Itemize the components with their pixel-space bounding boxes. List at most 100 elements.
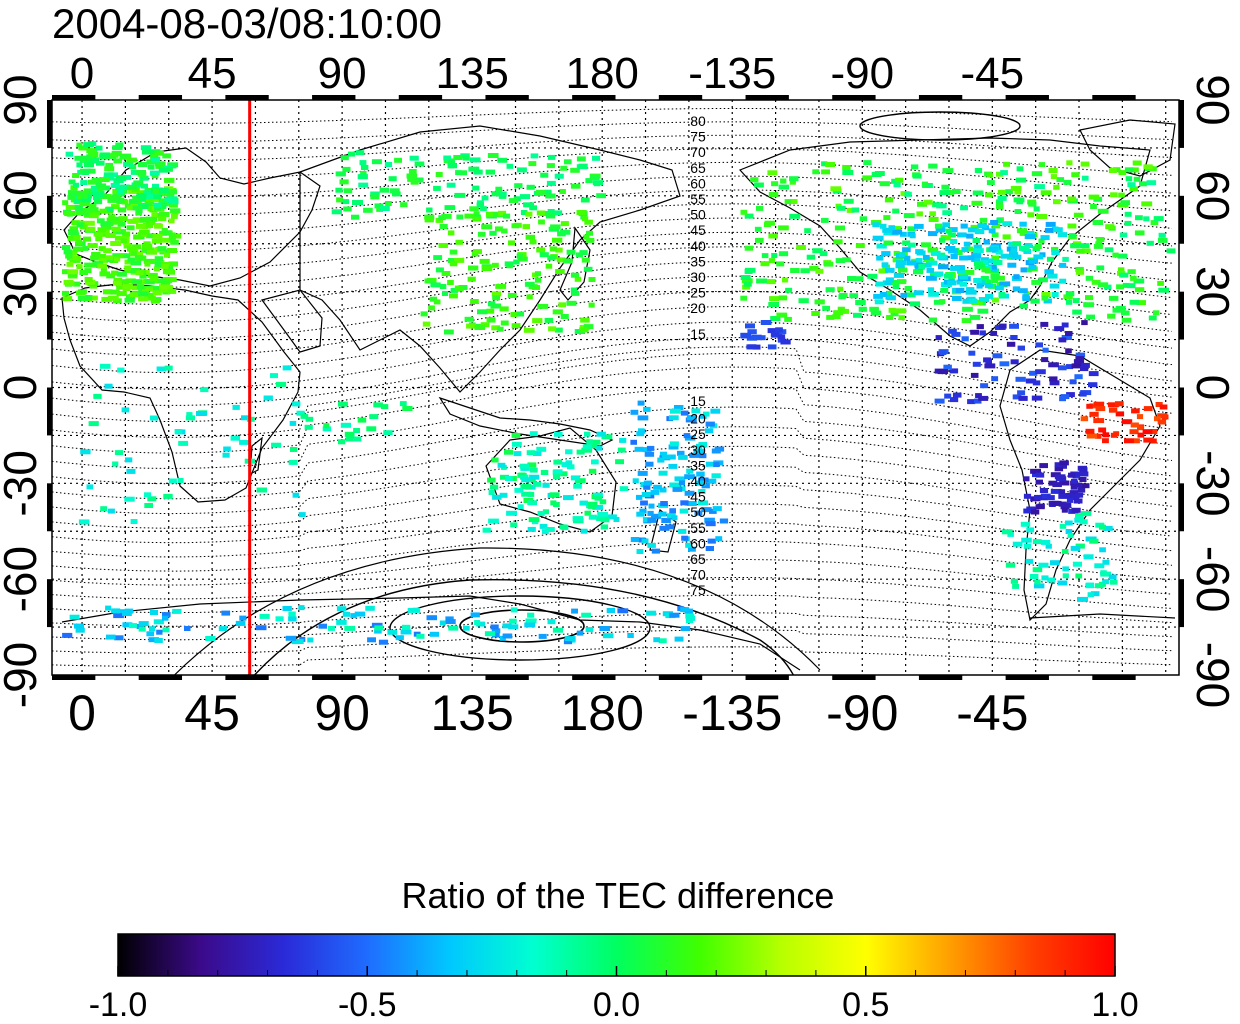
colorbar-tick-label: 1.0 xyxy=(1091,986,1138,1024)
tec-data-point xyxy=(1081,320,1088,326)
tec-data-point xyxy=(821,169,830,175)
tec-data-point xyxy=(448,625,459,631)
tec-data-point xyxy=(950,239,958,244)
tec-data-point xyxy=(1016,166,1024,172)
tec-data-point xyxy=(88,204,97,209)
tec-data-point xyxy=(782,277,789,283)
tec-data-point xyxy=(563,639,573,645)
tec-data-point xyxy=(1157,419,1167,425)
tec-data-point xyxy=(122,284,133,289)
tec-data-point xyxy=(62,632,73,638)
tec-data-point xyxy=(106,207,114,213)
tec-data-point xyxy=(139,175,149,181)
tec-data-point xyxy=(900,231,907,237)
tec-data-point xyxy=(1021,537,1032,543)
tec-data-point xyxy=(507,293,517,298)
tec-data-point xyxy=(995,199,1004,205)
tec-data-point xyxy=(157,278,166,284)
tec-data-point xyxy=(116,284,123,290)
tec-data-point xyxy=(1090,204,1097,209)
tec-data-point xyxy=(106,217,115,223)
tec-data-point xyxy=(125,457,133,463)
tec-data-point xyxy=(1031,395,1043,401)
tec-data-point xyxy=(1058,337,1067,343)
tec-data-point xyxy=(500,474,509,480)
tec-data-point xyxy=(457,286,464,292)
tec-data-point xyxy=(464,213,475,219)
contour-label: 40 xyxy=(690,473,706,489)
tec-data-point xyxy=(433,255,443,261)
tec-data-point xyxy=(343,206,352,212)
tec-data-point xyxy=(1041,292,1051,297)
tec-data-point xyxy=(517,256,528,262)
tec-data-point xyxy=(1056,177,1065,183)
tec-data-point xyxy=(1009,252,1019,258)
tec-data-point xyxy=(435,172,443,177)
tec-data-point xyxy=(402,406,413,411)
tec-data-point xyxy=(1057,365,1067,371)
tec-data-point xyxy=(104,224,112,230)
tec-data-point xyxy=(1070,243,1080,249)
tec-data-point xyxy=(1095,433,1102,439)
tec-data-point xyxy=(484,631,496,637)
bottom-lon-label: -135 xyxy=(682,685,782,741)
tec-data-point xyxy=(1023,493,1032,499)
tec-data-point xyxy=(96,160,105,166)
tec-data-point xyxy=(1122,282,1130,288)
tec-data-point xyxy=(592,155,601,161)
tec-data-point xyxy=(669,441,679,447)
tec-data-point xyxy=(131,250,138,256)
tec-data-point xyxy=(445,619,456,625)
tec-data-point xyxy=(472,249,482,255)
tec-data-point xyxy=(426,207,433,213)
tec-data-point xyxy=(171,233,182,239)
tec-data-point xyxy=(145,279,155,285)
tec-data-point xyxy=(756,278,767,284)
tec-data-point xyxy=(1059,396,1066,402)
tec-data-point xyxy=(1141,201,1153,207)
tec-data-point xyxy=(842,257,851,263)
tec-data-point xyxy=(928,291,939,297)
tec-data-point xyxy=(678,454,688,460)
tec-data-point xyxy=(144,503,153,508)
tec-data-point xyxy=(1077,487,1086,493)
tec-data-point xyxy=(988,246,999,252)
tec-data-point xyxy=(292,492,299,498)
tec-data-point xyxy=(1104,247,1114,253)
tec-data-point xyxy=(576,630,584,636)
tec-data-point xyxy=(619,437,627,443)
tec-data-point xyxy=(271,442,282,448)
tec-data-point xyxy=(514,183,523,189)
tec-data-point xyxy=(106,634,116,640)
tec-data-point xyxy=(97,263,107,269)
tec-data-point xyxy=(1107,313,1116,319)
tec-data-point xyxy=(988,258,994,264)
tec-data-point xyxy=(1154,416,1161,422)
tec-data-point xyxy=(545,527,555,532)
frame-bar xyxy=(47,483,52,532)
tec-data-point xyxy=(1148,315,1157,321)
tec-data-point xyxy=(1073,359,1085,365)
tec-data-point xyxy=(137,190,148,196)
tec-data-point xyxy=(980,275,989,281)
tec-data-point xyxy=(1076,248,1085,254)
tec-data-point xyxy=(339,179,349,185)
tec-data-point xyxy=(1059,523,1067,529)
tec-data-point xyxy=(338,439,346,445)
tec-data-point xyxy=(443,155,451,161)
tec-data-point xyxy=(99,177,110,183)
tec-data-point xyxy=(1059,501,1067,507)
tec-data-point xyxy=(87,243,98,249)
tec-data-point xyxy=(108,214,116,220)
tec-data-point xyxy=(487,477,496,483)
map-plot-area: 8075706560555045403530252015152025303540… xyxy=(52,100,1179,675)
bottom-lon-label: 180 xyxy=(560,685,643,741)
tec-data-point xyxy=(476,202,484,208)
tec-data-point xyxy=(653,637,660,643)
tec-data-point xyxy=(584,219,593,225)
tec-data-point xyxy=(104,383,113,389)
tec-data-point xyxy=(936,254,947,260)
tec-data-point xyxy=(414,161,425,167)
tec-data-point xyxy=(444,205,456,211)
tec-data-point xyxy=(504,261,514,267)
